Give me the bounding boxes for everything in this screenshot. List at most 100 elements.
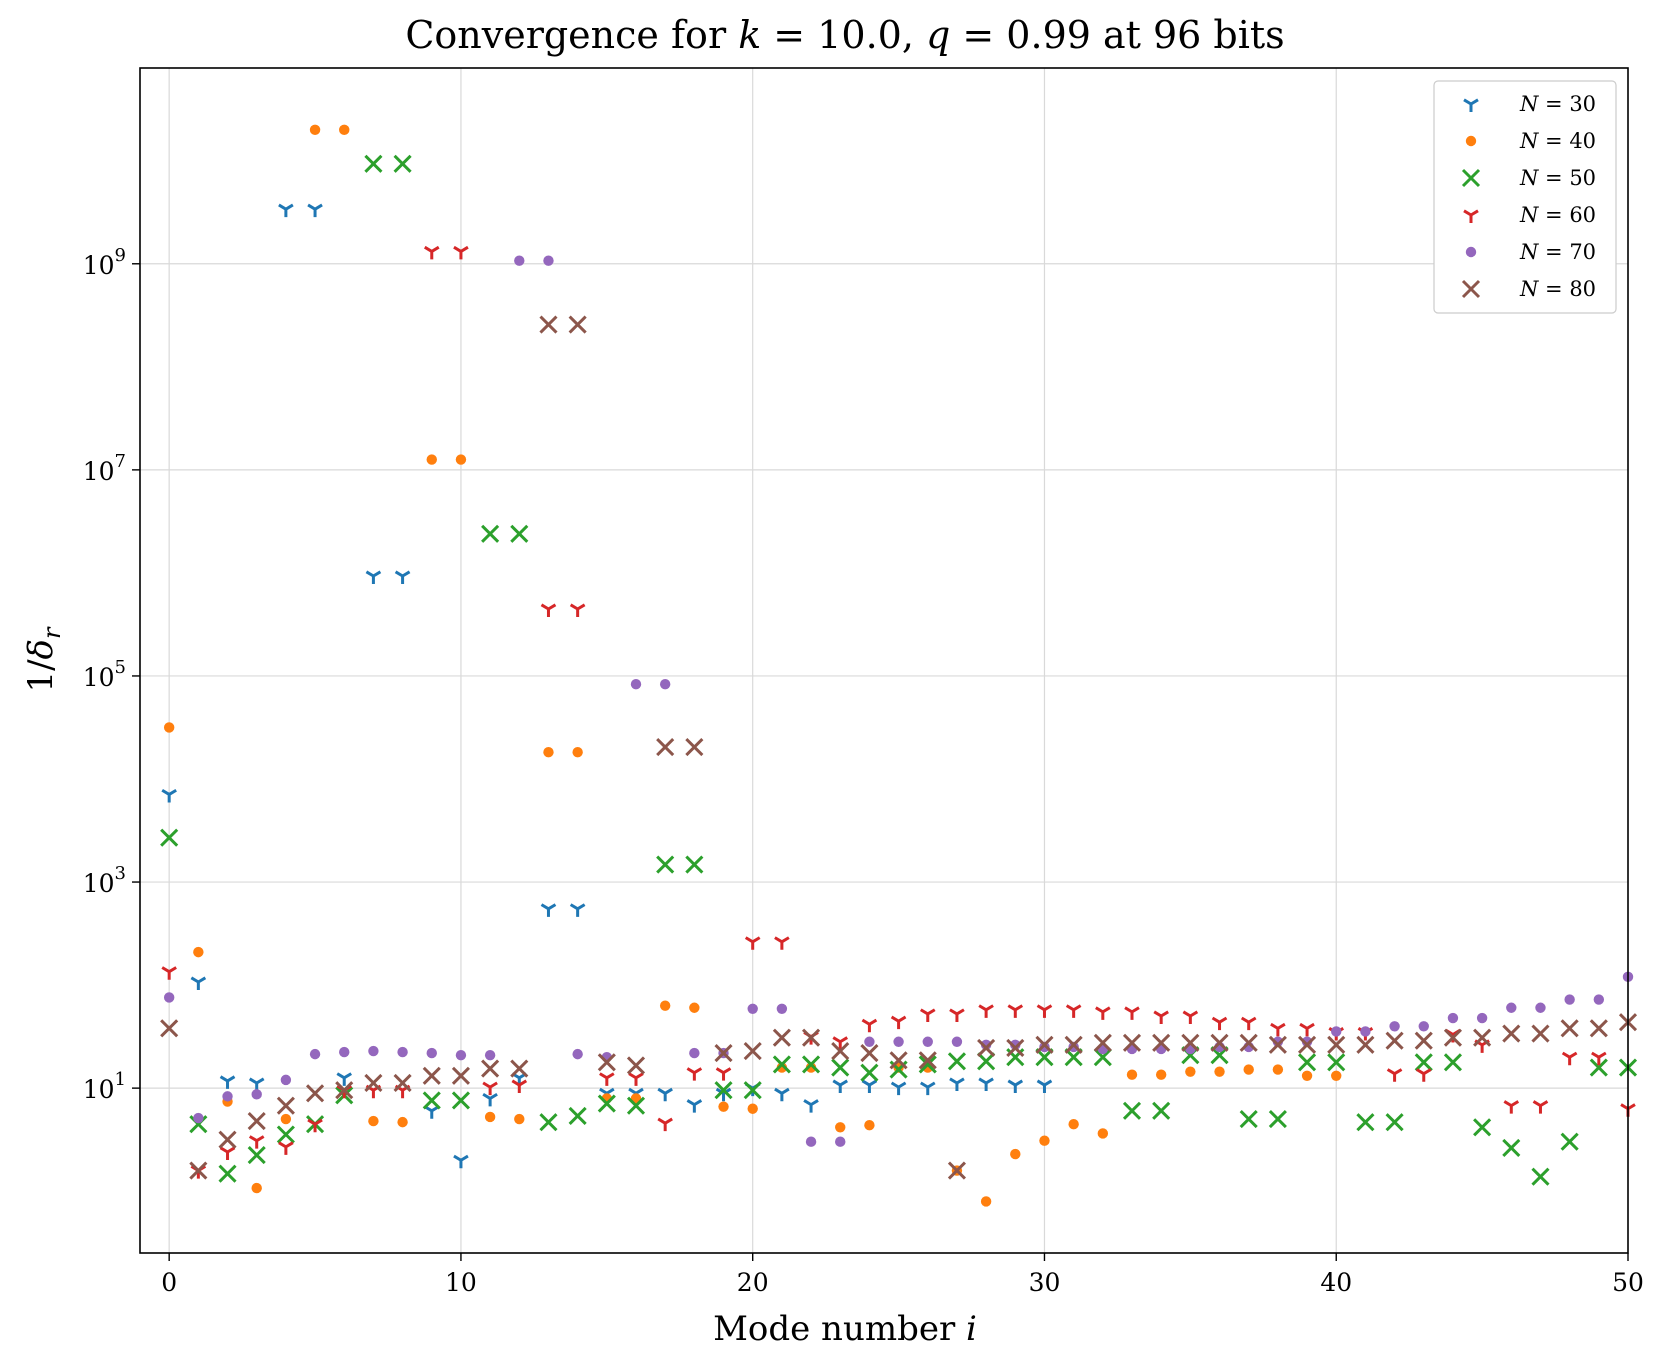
data-point	[801, 1055, 821, 1074]
data-point	[572, 1048, 583, 1060]
x-tick-label: 0	[161, 1268, 177, 1297]
data-point	[511, 1079, 528, 1094]
data-point	[397, 1116, 408, 1128]
data-point	[364, 1073, 383, 1093]
data-point	[1068, 1118, 1079, 1130]
data-point	[1591, 1051, 1607, 1066]
y-tick-label: 105	[83, 657, 126, 692]
data-point	[1093, 1033, 1112, 1052]
data-point	[774, 1087, 790, 1102]
data-point	[1414, 1053, 1433, 1072]
data-point	[1531, 1024, 1550, 1043]
data-point	[656, 737, 675, 757]
data-point	[276, 1096, 295, 1115]
data-point	[1503, 1100, 1520, 1114]
data-point	[482, 1081, 498, 1096]
data-point	[1414, 1031, 1433, 1050]
legend-label: N = 60	[1519, 203, 1596, 227]
data-point	[597, 1053, 616, 1072]
data-point	[1152, 1101, 1171, 1120]
data-point	[1126, 1069, 1138, 1080]
legend-marker	[1465, 135, 1477, 147]
data-point	[774, 936, 790, 950]
data-point	[918, 1055, 937, 1074]
data-point	[977, 1052, 996, 1071]
data-point	[714, 1044, 733, 1063]
data-point	[1389, 1021, 1400, 1032]
data-point	[364, 154, 383, 173]
data-point	[572, 747, 583, 758]
data-point	[949, 1008, 965, 1022]
data-point	[977, 1038, 996, 1058]
data-point	[832, 1036, 849, 1050]
data-point	[1561, 1051, 1578, 1066]
data-point	[656, 855, 675, 874]
data-point	[947, 1052, 967, 1071]
data-point	[569, 603, 586, 617]
data-point	[864, 1036, 875, 1047]
data-point	[251, 1089, 262, 1100]
data-point	[1152, 1033, 1171, 1052]
legend-marker	[1463, 209, 1479, 223]
data-point	[1035, 1035, 1054, 1054]
data-point	[1007, 1004, 1024, 1018]
data-point	[1097, 1128, 1109, 1139]
y-tick-label: 103	[83, 863, 126, 898]
legend-item-N-80: N = 80	[1461, 277, 1596, 301]
data-point	[455, 1049, 467, 1061]
data-point	[280, 1074, 292, 1086]
data-point	[539, 1113, 558, 1132]
data-point	[1239, 1109, 1258, 1129]
data-point	[1531, 1167, 1550, 1186]
data-point	[568, 315, 587, 334]
data-point	[1240, 1016, 1257, 1031]
data-point	[1589, 1019, 1608, 1038]
data-point	[657, 1087, 673, 1102]
data-point	[860, 1044, 879, 1063]
data-point	[397, 1046, 408, 1058]
data-point	[626, 1056, 646, 1075]
data-point	[307, 1118, 323, 1133]
data-point	[482, 1092, 498, 1107]
data-point	[1214, 1066, 1225, 1077]
data-point	[423, 1105, 440, 1119]
data-point	[630, 679, 642, 690]
data-point	[1039, 1135, 1050, 1146]
legend: N = 30 N = 40 N = 50 N = 60 N = 70 N = 80	[1433, 80, 1617, 314]
data-point	[1299, 1022, 1315, 1037]
legend-item-N-70: N = 70	[1465, 240, 1596, 264]
data-point	[1153, 1010, 1169, 1024]
data-point	[251, 1182, 262, 1194]
data-point	[1036, 1079, 1053, 1094]
data-point	[776, 1003, 788, 1014]
data-point	[919, 1081, 936, 1096]
data-point	[685, 737, 704, 757]
data-point	[423, 245, 440, 260]
data-point	[947, 1161, 967, 1180]
data-point	[597, 1094, 616, 1113]
data-point	[831, 1058, 850, 1077]
data-point	[219, 1075, 236, 1089]
data-point	[1243, 1064, 1254, 1075]
data-point	[889, 1051, 908, 1070]
data-point	[1385, 1113, 1404, 1132]
legend-label: N = 70	[1519, 240, 1596, 264]
data-point	[422, 1066, 441, 1085]
data-point	[393, 154, 412, 173]
data-point	[1589, 1058, 1608, 1077]
legend-marker	[1461, 279, 1481, 299]
data-point	[685, 855, 704, 874]
data-point	[309, 1048, 321, 1060]
data-point	[689, 1002, 700, 1013]
data-point	[161, 788, 177, 803]
data-point	[1122, 1101, 1142, 1120]
data-point	[1532, 1100, 1549, 1114]
data-point	[1268, 1109, 1287, 1129]
data-point	[1122, 1033, 1142, 1052]
data-point	[1560, 1019, 1579, 1038]
data-point	[161, 966, 177, 980]
data-point	[659, 1000, 671, 1011]
data-point	[543, 747, 554, 758]
legend-label: N = 80	[1519, 277, 1596, 301]
data-point	[1506, 1002, 1517, 1013]
